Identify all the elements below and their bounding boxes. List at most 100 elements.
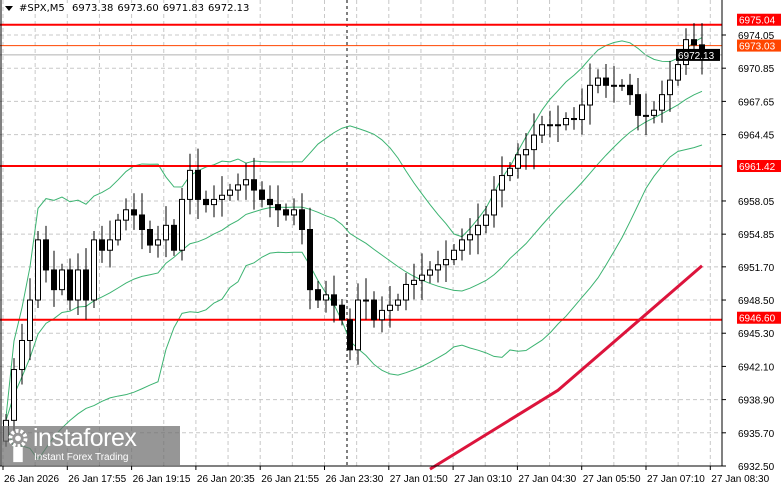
candle (667, 60, 673, 112)
candle (395, 293, 401, 311)
bollinger-upper (5, 37, 703, 418)
candle (611, 66, 617, 103)
ask-price-tag: 6973.03 (739, 42, 776, 53)
candle-body-bull (115, 219, 121, 241)
candle (523, 133, 529, 170)
candle-body-bull (323, 294, 329, 301)
y-tick-label: 6967.65 (738, 97, 775, 108)
candle (259, 181, 265, 208)
candle (347, 308, 353, 361)
x-tick-label: 26 Jan 21:55 (261, 474, 319, 485)
x-tick-label: 27 Jan 05:50 (583, 474, 641, 485)
candle-body-bull (443, 259, 449, 266)
level-price-tag-bg (737, 13, 781, 26)
y-tick-label: 6951.70 (738, 263, 775, 274)
candle (363, 278, 369, 320)
candle-body-bull (227, 189, 233, 196)
candle-body-bull (427, 269, 433, 276)
candle (507, 162, 513, 182)
x-tick-label: 27 Jan 03:10 (454, 474, 512, 485)
candle (107, 220, 113, 268)
candle (571, 107, 577, 130)
x-tick-label: 27 Jan 04:30 (518, 474, 576, 485)
candle (659, 80, 665, 123)
candle (627, 73, 633, 105)
candle (539, 115, 545, 144)
candle (243, 163, 249, 200)
candle (91, 231, 97, 308)
candle-body-bull (403, 283, 409, 301)
candle-body-bull (611, 84, 617, 87)
high-value: 6973.60 (117, 3, 159, 14)
low-value: 6971.83 (162, 3, 205, 14)
candle-body-bull (107, 239, 113, 251)
candle (459, 228, 465, 261)
candle (171, 219, 177, 256)
candle (19, 323, 25, 385)
candle (411, 263, 417, 300)
y-tick-label: 6945.30 (738, 329, 775, 340)
candle-body-bear (603, 77, 609, 86)
candle (483, 206, 489, 234)
candle-body-bull (19, 339, 25, 371)
candle (467, 218, 473, 255)
collapse-triangle-icon[interactable] (5, 5, 13, 11)
close-value: 6972.13 (208, 3, 250, 14)
watermark-tagline: Instant Forex Trading (34, 452, 129, 463)
level-price-tag-bg (737, 311, 781, 324)
candle-body-bear (43, 239, 49, 271)
candle (491, 176, 497, 228)
symbol-label: #SPX,M5 (19, 3, 65, 14)
candle (371, 291, 377, 328)
candle-body-bull (643, 114, 649, 117)
candle-body-bear (83, 269, 89, 301)
candle (603, 64, 609, 98)
x-tick-label: 27 Jan 07:10 (647, 474, 705, 485)
candle (35, 231, 41, 308)
candle-body-bear (259, 189, 265, 200)
candle (115, 213, 121, 246)
candle-body-bull (379, 309, 385, 321)
candle-body-bull (291, 209, 297, 216)
candle-body-bull (499, 175, 505, 191)
candle-body-bull (155, 239, 161, 246)
candle-body-bull (539, 124, 545, 136)
candle-body-bull (179, 198, 185, 251)
candle (419, 253, 425, 300)
candle-body-bull (219, 194, 225, 200)
candle-body-bear (203, 198, 209, 206)
candle-body-bull (435, 264, 441, 271)
candle-body-bull (547, 124, 553, 127)
candle (307, 207, 313, 310)
candle-body-bear (571, 118, 577, 121)
candle (83, 248, 89, 320)
candle (443, 240, 449, 283)
candle (291, 198, 297, 226)
candle (235, 173, 241, 201)
candle-body-bull (355, 299, 361, 351)
level-price-tag: 6975.04 (739, 16, 776, 27)
candle (435, 250, 441, 283)
candle (147, 220, 153, 253)
candle (195, 148, 201, 220)
x-tick-label: 27 Jan 01:50 (390, 474, 448, 485)
candle-body-bull (515, 154, 521, 169)
candle-body-bull (587, 84, 593, 106)
x-tick-label: 26 Jan 19:15 (133, 474, 191, 485)
ask-price-tag-bg (737, 39, 781, 52)
candle-body-bull (211, 198, 217, 206)
candle (555, 105, 561, 142)
y-tick-label: 6938.90 (738, 396, 775, 407)
bollinger-middle (5, 90, 703, 421)
candle-body-bear (331, 294, 337, 306)
candle-body-bull (363, 299, 369, 302)
y-tick-label: 6954.85 (738, 230, 775, 241)
candle (547, 110, 553, 138)
candle-body-bull (595, 77, 601, 86)
candle (75, 253, 81, 315)
candle-body-bear (51, 269, 57, 291)
candle (67, 258, 73, 311)
candle-body-bull (475, 224, 481, 236)
candle (43, 225, 49, 283)
